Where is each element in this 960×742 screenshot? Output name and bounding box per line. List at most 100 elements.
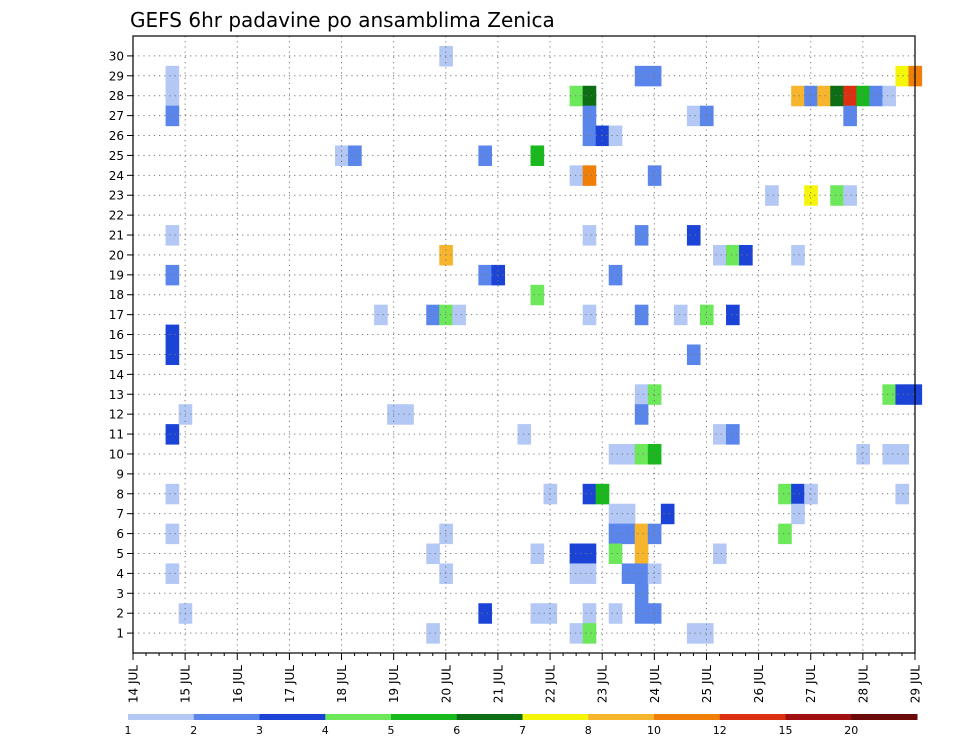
colorbar-label: 3 [256,724,263,737]
y-tick-label: 10 [109,447,124,461]
x-tick-label: 18 JUL [335,665,349,703]
data-cell [686,105,701,127]
data-cell [569,563,584,584]
data-cell [634,444,649,465]
data-cell [452,304,466,326]
x-tick-label: 16 JUL [231,665,245,703]
data-cell [882,85,897,107]
data-cell [165,344,180,365]
data-cell [647,523,662,545]
data-cell [530,603,545,624]
data-cell [374,304,388,326]
data-cell [712,543,727,565]
data-cell [569,85,584,107]
data-cell [491,264,506,286]
colorbar-swatch [259,714,326,720]
y-tick-label: 16 [109,328,124,342]
data-cell [608,444,623,465]
data-cell [634,523,649,545]
y-tick-label: 25 [109,149,124,163]
data-cell [608,603,623,624]
data-cell [582,603,597,624]
y-tick-label: 20 [109,248,124,262]
y-tick-label: 3 [116,587,124,601]
data-cell [634,304,649,326]
data-cell [765,185,779,206]
data-cell [686,344,701,365]
data-cell [582,165,597,186]
colorbar-label: 7 [519,724,526,737]
colorbar-label: 2 [190,724,197,737]
data-cell [165,483,180,505]
colorbar-swatch [456,714,523,720]
data-cell [165,65,180,87]
data-cell [478,264,493,286]
data-cell [843,105,857,127]
data-cell [647,384,662,405]
data-cell [569,623,584,644]
data-cell [426,623,440,644]
y-tick-label: 30 [109,49,124,63]
x-tick-label: 24 JUL [648,665,662,703]
data-cell [712,244,727,266]
data-cell [726,244,740,266]
colorbar-swatch [588,714,655,720]
data-cell [699,304,714,326]
data-cell [856,444,870,465]
colorbar-label: 8 [585,724,592,737]
grid [132,36,916,653]
data-cell [791,503,805,525]
y-tick-label: 27 [109,109,124,123]
y-tick-label: 28 [109,89,124,103]
data-cell [530,145,545,166]
data-cell [634,603,649,624]
y-tick-label: 29 [109,69,124,83]
data-cell [634,404,649,425]
data-cell [582,304,597,326]
data-cell [608,503,623,525]
data-cell [165,424,180,445]
data-cell [869,85,884,107]
data-cell [647,165,662,186]
y-tick-label: 8 [116,487,124,501]
x-tick-label: 21 JUL [491,665,505,703]
y-tick-label: 9 [116,467,124,481]
data-cell [582,483,597,505]
colorbar-swatch [128,714,195,720]
x-tick-label: 23 JUL [596,665,610,703]
y-tick-label: 23 [109,189,124,203]
data-cell [165,225,180,246]
x-tick-label: 25 JUL [700,665,714,703]
data-cell [621,444,636,465]
y-tick-label: 6 [116,527,124,541]
x-tick-label: 14 JUL [127,665,141,703]
data-cell [634,384,649,405]
data-cell [569,543,584,565]
x-tick-label: 15 JUL [179,665,193,703]
data-cell [699,623,714,644]
y-tick-label: 12 [109,408,124,422]
data-cell [882,444,897,465]
data-cell [569,165,584,186]
data-cell [660,503,675,525]
data-cell [895,65,910,87]
data-cell [621,523,636,545]
data-cell [830,85,844,107]
chart-title: GEFS 6hr padavine po ansamblima Zenica [130,8,555,32]
data-cell [165,264,180,286]
data-cell [791,244,805,266]
data-cell [530,284,545,306]
data-cell [621,503,636,525]
data-cell [830,185,844,206]
colorbar-label: 6 [453,724,460,737]
data-cell [608,543,623,565]
data-cell [699,105,714,127]
data-cell [426,304,440,326]
x-tick-label: 19 JUL [387,665,401,703]
data-cell [895,384,910,405]
colorbar-swatch [851,714,918,720]
y-tick-label: 18 [109,288,124,302]
colorbar-label: 12 [713,724,727,737]
data-cell [348,145,362,166]
data-cell [647,65,662,87]
